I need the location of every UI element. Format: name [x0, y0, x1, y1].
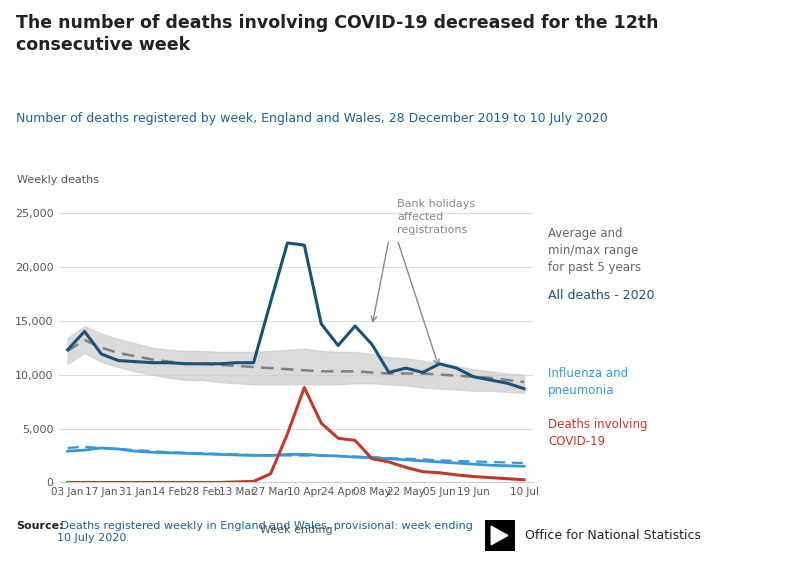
Text: Weekly deaths: Weekly deaths — [17, 175, 99, 185]
Text: Week ending: Week ending — [260, 525, 332, 535]
Text: The number of deaths involving COVID-19 decreased for the 12th
consecutive week: The number of deaths involving COVID-19 … — [16, 14, 658, 54]
Text: Office for National Statistics: Office for National Statistics — [525, 529, 701, 542]
Text: All deaths - 2020: All deaths - 2020 — [548, 289, 655, 302]
Text: Number of deaths registered by week, England and Wales, 28 December 2019 to 10 J: Number of deaths registered by week, Eng… — [16, 112, 608, 125]
Text: Bank holidays
affected
registrations: Bank holidays affected registrations — [398, 199, 476, 236]
Text: Average and
min/max range
for past 5 years: Average and min/max range for past 5 yea… — [548, 227, 641, 274]
Text: Deaths involving
COVID-19: Deaths involving COVID-19 — [548, 418, 648, 448]
Polygon shape — [492, 526, 508, 545]
Text: Deaths registered weekly in England and Wales, provisional: week ending
10 July : Deaths registered weekly in England and … — [57, 521, 473, 543]
Text: Source:: Source: — [16, 521, 63, 531]
Text: Influenza and
pneumonia: Influenza and pneumonia — [548, 367, 629, 397]
